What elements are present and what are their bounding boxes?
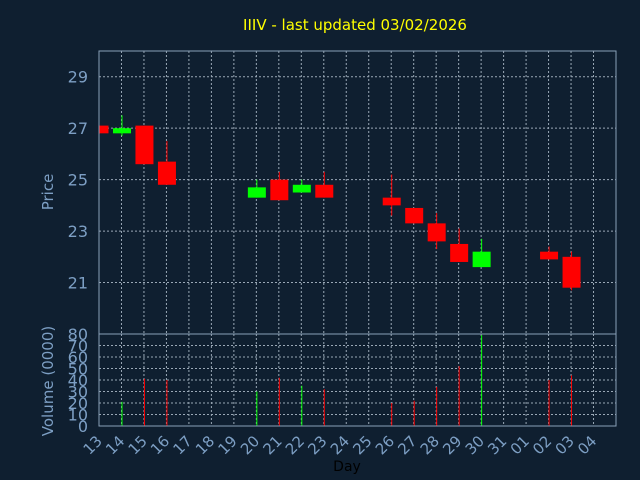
candle-body <box>450 243 469 262</box>
volume-tick-label: 10 <box>68 406 88 425</box>
candle-body <box>540 251 559 260</box>
candle-body <box>157 161 176 185</box>
price-tick-label: 29 <box>68 68 88 87</box>
x-tick-labels: 1314151617181920212223242526272829303101… <box>80 432 601 458</box>
price-tick-label: 23 <box>68 222 88 241</box>
volume-tick-label: 80 <box>68 325 88 344</box>
volume-tick-label: 50 <box>68 360 88 379</box>
volume-axis-label: Volume (0000) <box>39 326 57 436</box>
price-panel-grid <box>99 51 616 334</box>
candle-body <box>427 223 446 242</box>
price-tick-labels: 21 23 25 27 29 <box>68 68 88 293</box>
volume-bars <box>121 335 573 426</box>
candle-body <box>562 256 581 288</box>
price-tick-label: 25 <box>68 171 88 190</box>
candle-body <box>472 251 491 268</box>
candle-body <box>270 179 289 201</box>
x-tick-label: 04 <box>574 432 600 458</box>
candle-body <box>315 184 334 198</box>
volume-tick-label: 30 <box>68 383 88 402</box>
price-tick-label: 21 <box>68 274 88 293</box>
volume-tick-label: 20 <box>68 394 88 413</box>
volume-tick-label: 70 <box>68 337 88 356</box>
candle-body <box>99 125 109 134</box>
volume-tick-label: 40 <box>68 371 88 390</box>
chart-title: IIIV - last updated 03/02/2026 <box>243 16 467 34</box>
candle-body <box>135 125 154 165</box>
candle-body <box>292 184 311 193</box>
price-tick-label: 27 <box>68 119 88 138</box>
volume-panel-frame <box>98 333 617 427</box>
volume-panel-grid <box>99 334 616 426</box>
candle-body <box>112 128 131 134</box>
volume-tick-label: 0 <box>78 417 88 436</box>
price-panel-frame <box>98 50 617 335</box>
candle-body <box>247 187 266 198</box>
price-candles <box>99 115 581 291</box>
x-axis-label: Day <box>333 459 361 475</box>
candle-body <box>382 197 401 206</box>
volume-tick-label: 60 <box>68 348 88 367</box>
price-axis-label: Price <box>39 174 57 211</box>
candle-body <box>405 207 424 224</box>
